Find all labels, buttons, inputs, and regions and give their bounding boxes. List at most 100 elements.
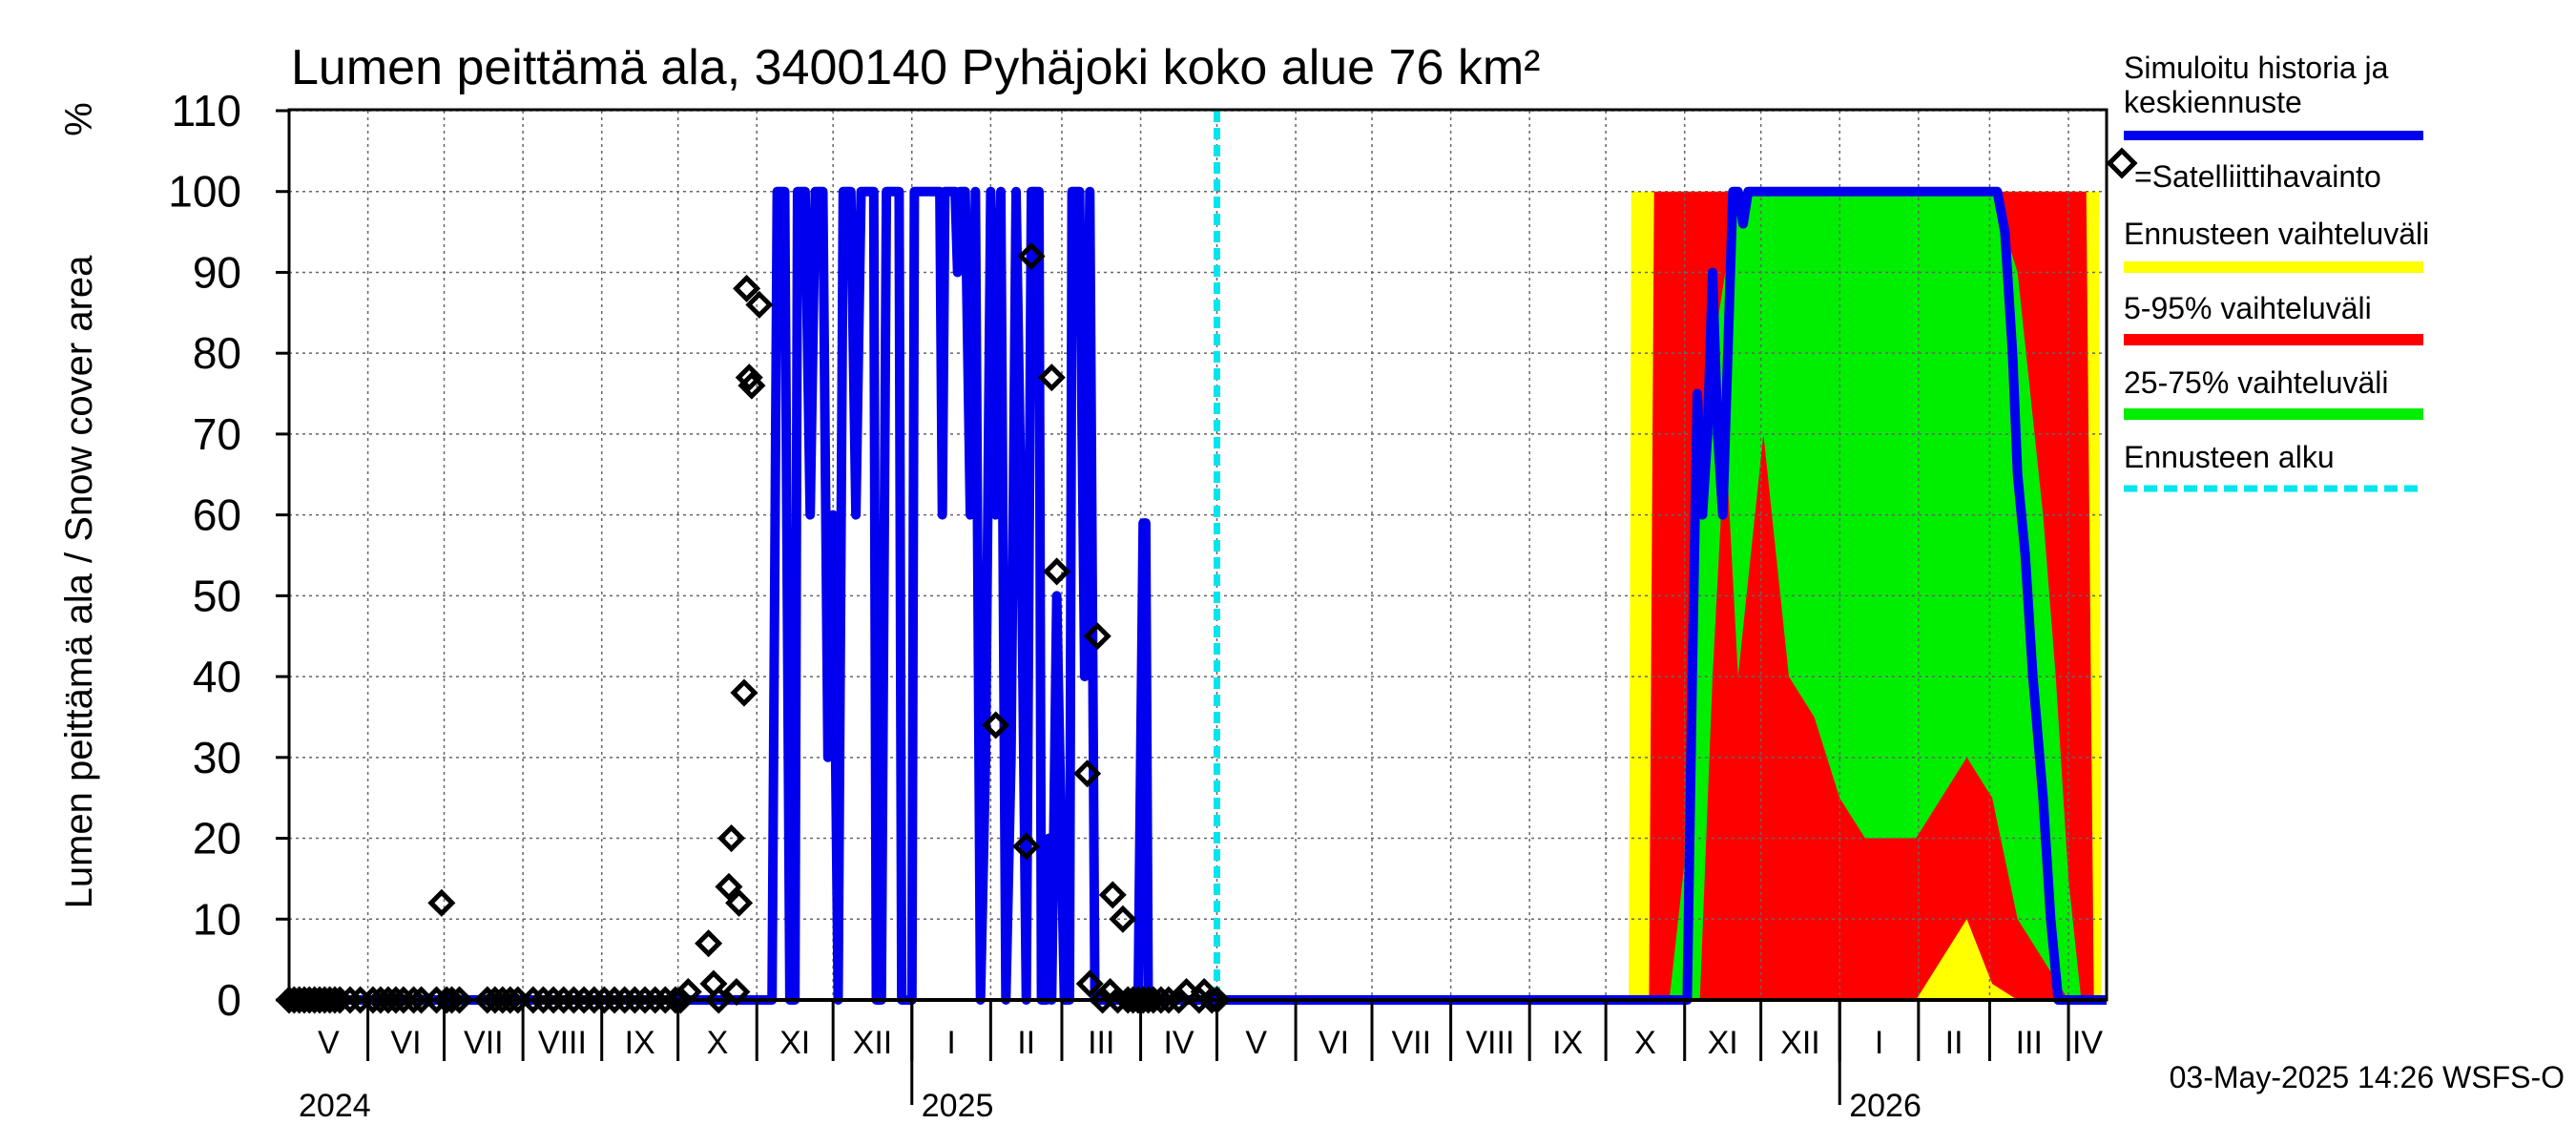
satellite-point [1073, 760, 1102, 788]
month-label: III [2016, 1025, 2043, 1061]
month-label: XI [779, 1025, 810, 1061]
month-label: VII [464, 1025, 504, 1061]
month-label: X [1634, 1025, 1656, 1061]
satellite-point [1012, 832, 1041, 861]
satellite-point [1164, 986, 1194, 1014]
legend-p5-95-label: 5-95% vaihteluväli [2124, 291, 2372, 325]
satellite-point [539, 986, 568, 1014]
month-label: I [1875, 1025, 1883, 1061]
month-label: XII [853, 1025, 893, 1061]
month-label: VIII [538, 1025, 587, 1061]
satellite-point [559, 986, 588, 1014]
satellite-point [570, 986, 598, 1014]
month-label: I [946, 1025, 955, 1061]
y-tick-label: 100 [168, 167, 241, 217]
year-label: 2025 [922, 1088, 994, 1124]
y-tick-label: 10 [193, 894, 241, 944]
history-layer [289, 186, 2107, 1005]
month-label: XI [1708, 1025, 1738, 1061]
satellite-point [400, 986, 428, 1014]
forecast-bands [1623, 191, 2107, 1000]
month-label: II [1945, 1025, 1963, 1061]
legend-forecast-start-label: Ennusteen alku [2124, 440, 2335, 474]
satellite-point [737, 371, 766, 400]
legend: Simuloitu historia ja keskiennuste =Sate… [2106, 51, 2429, 492]
legend-satellite-label: =Satelliittihavainto [2134, 159, 2381, 194]
month-label: VII [1392, 1025, 1432, 1061]
year-label: 2026 [1849, 1088, 1922, 1124]
month-label: X [707, 1025, 729, 1061]
satellite-point [1172, 977, 1201, 1007]
legend-satellite-marker [2106, 147, 2138, 179]
y-tick-label: 40 [193, 652, 241, 701]
satellite-point [733, 274, 761, 302]
satellite-point [325, 986, 354, 1014]
satellite-point [717, 824, 746, 853]
satellite-point [382, 986, 410, 1014]
satellite-point [1147, 986, 1175, 1014]
y-tick-label: 70 [193, 409, 241, 459]
month-label: VI [390, 1025, 421, 1061]
month-label: VI [1319, 1025, 1349, 1061]
month-label: IX [625, 1025, 655, 1061]
y-tick-label: 60 [193, 490, 241, 540]
month-label: VIII [1465, 1025, 1514, 1061]
history-line [289, 186, 2107, 1005]
y-axis-label: Lumen peittämä ala / Snow cover area [58, 255, 100, 909]
grid-layer [289, 110, 2107, 1000]
y-tick-label: 30 [193, 733, 241, 782]
month-label: V [1245, 1025, 1267, 1061]
y-tick-label: 110 [172, 86, 241, 135]
satellite-point [519, 986, 548, 1014]
y-tick-label: 80 [193, 328, 241, 378]
chart-title: Lumen peittämä ala, 3400140 Pyhäjoki kok… [291, 40, 1540, 95]
satellite-point [730, 678, 758, 707]
satellite-point [611, 986, 639, 1014]
satellite-observations [275, 241, 1232, 1014]
satellite-point [427, 888, 456, 917]
month-label: XII [1780, 1025, 1820, 1061]
month-label: V [318, 1025, 340, 1061]
satellite-point [735, 364, 763, 392]
satellite-point [1043, 557, 1071, 586]
satellite-point [445, 986, 474, 1014]
satellite-point [1197, 986, 1226, 1014]
y-unit-label: % [58, 102, 100, 136]
year-label: 2024 [299, 1088, 371, 1124]
legend-range-label: Ennusteen vaihteluväli [2124, 217, 2429, 251]
month-label: IV [2072, 1025, 2103, 1061]
satellite-point [666, 986, 695, 1014]
month-label: IX [1552, 1025, 1583, 1061]
month-label: II [1017, 1025, 1035, 1061]
satellite-point [1098, 881, 1127, 909]
satellite-point [496, 986, 525, 1014]
satellite-point [722, 977, 751, 1007]
satellite-point [437, 986, 467, 1014]
legend-history-label: Simuloitu historia ja [2124, 51, 2389, 85]
satellite-point [316, 986, 344, 1014]
satellite-point [550, 986, 578, 1014]
satellite-point [1129, 986, 1157, 1014]
satellite-point [580, 986, 609, 1014]
satellite-point [590, 986, 618, 1014]
satellite-point [745, 290, 774, 319]
satellite-point [695, 929, 723, 958]
satellite-point [336, 986, 364, 1014]
satellite-point [1109, 905, 1137, 933]
satellite-point [641, 986, 670, 1014]
satellite-point [1083, 622, 1111, 651]
y-tick-label: 90 [193, 247, 241, 297]
satellite-point [704, 986, 733, 1014]
satellite-point [1154, 986, 1183, 1014]
timestamp: 03-May-2025 14:26 WSFS-O [2170, 1060, 2565, 1094]
satellite-point [1017, 241, 1046, 271]
satellite-point [725, 888, 754, 917]
satellite-point [982, 711, 1010, 739]
month-label: IV [1163, 1025, 1194, 1061]
satellite-point [600, 986, 629, 1014]
legend-history-label-2: keskiennuste [2124, 85, 2302, 119]
satellite-point [1075, 969, 1104, 998]
satellite-point [529, 986, 557, 1014]
satellite-point [389, 986, 418, 1014]
